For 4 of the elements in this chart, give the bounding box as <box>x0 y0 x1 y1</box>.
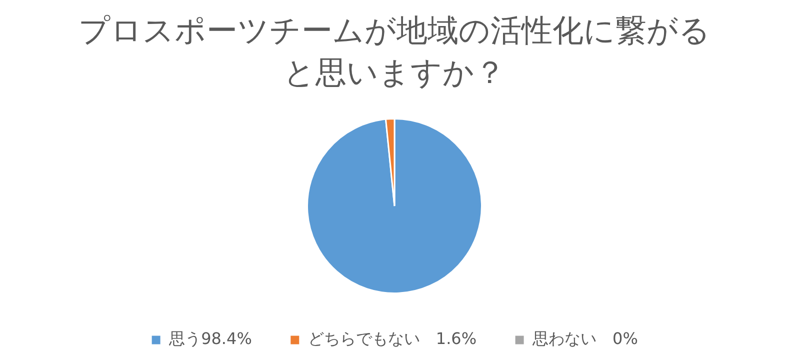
chart-title: プロスポーツチームが地域の活性化に繋がると思いますか？ <box>78 12 712 93</box>
legend-label: どちらでもない 1.6% <box>308 329 477 348</box>
legend-label: 思わない 0% <box>532 329 638 348</box>
legend-label: 思う98.4% <box>168 329 252 348</box>
